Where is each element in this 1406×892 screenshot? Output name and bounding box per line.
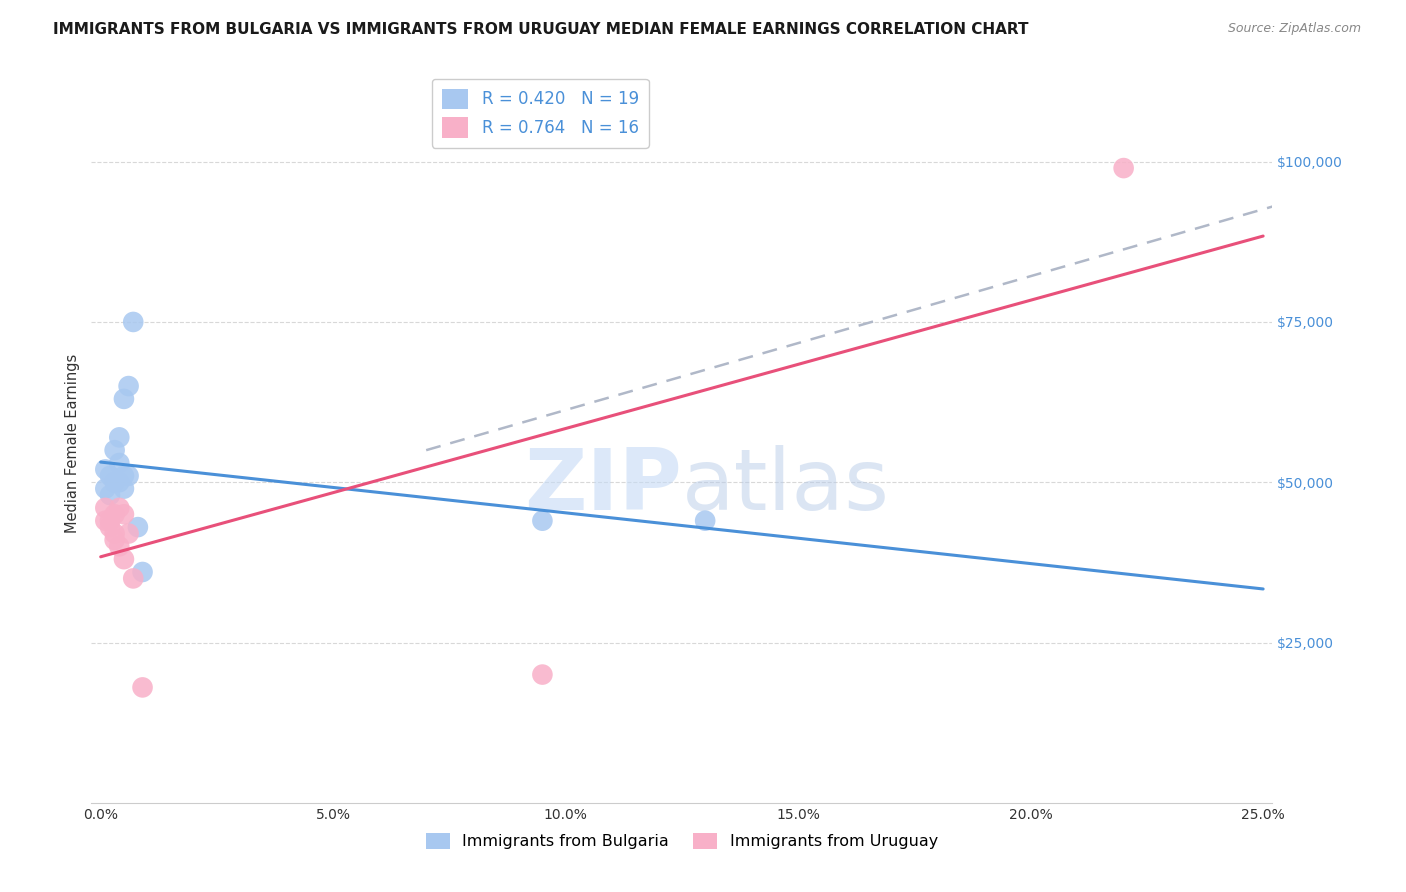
Point [112,508,135,522]
Point [104,526,127,541]
Point [108,475,131,490]
Point [1112,161,1135,175]
Point [112,392,135,406]
Point [98,468,121,483]
Point [104,443,127,458]
Point [531,667,554,681]
Point [104,475,127,490]
Point [98,514,121,528]
Point [112,552,135,566]
Point [531,514,554,528]
Point [112,482,135,496]
Point [108,539,131,553]
Point [122,315,145,329]
Text: Source: ZipAtlas.com: Source: ZipAtlas.com [1227,22,1361,36]
Point [117,526,139,541]
Y-axis label: Median Female Earnings: Median Female Earnings [65,354,80,533]
Text: atlas: atlas [682,445,890,528]
Point [98,488,121,502]
Point [131,565,153,579]
Point [695,514,717,528]
Point [108,430,131,444]
Point [127,520,149,534]
Point [108,500,131,515]
Point [104,508,127,522]
Point [108,456,131,470]
Point [94,462,117,476]
Point [94,514,117,528]
Point [94,482,117,496]
Point [94,500,117,515]
Point [104,533,127,547]
Point [131,681,153,695]
Point [98,520,121,534]
Point [112,468,135,483]
Legend: Immigrants from Bulgaria, Immigrants from Uruguay: Immigrants from Bulgaria, Immigrants fro… [419,827,945,855]
Text: IMMIGRANTS FROM BULGARIA VS IMMIGRANTS FROM URUGUAY MEDIAN FEMALE EARNINGS CORRE: IMMIGRANTS FROM BULGARIA VS IMMIGRANTS F… [53,22,1029,37]
Point [122,571,145,585]
Text: ZIP: ZIP [524,445,682,528]
Point [117,468,139,483]
Point [117,379,139,393]
